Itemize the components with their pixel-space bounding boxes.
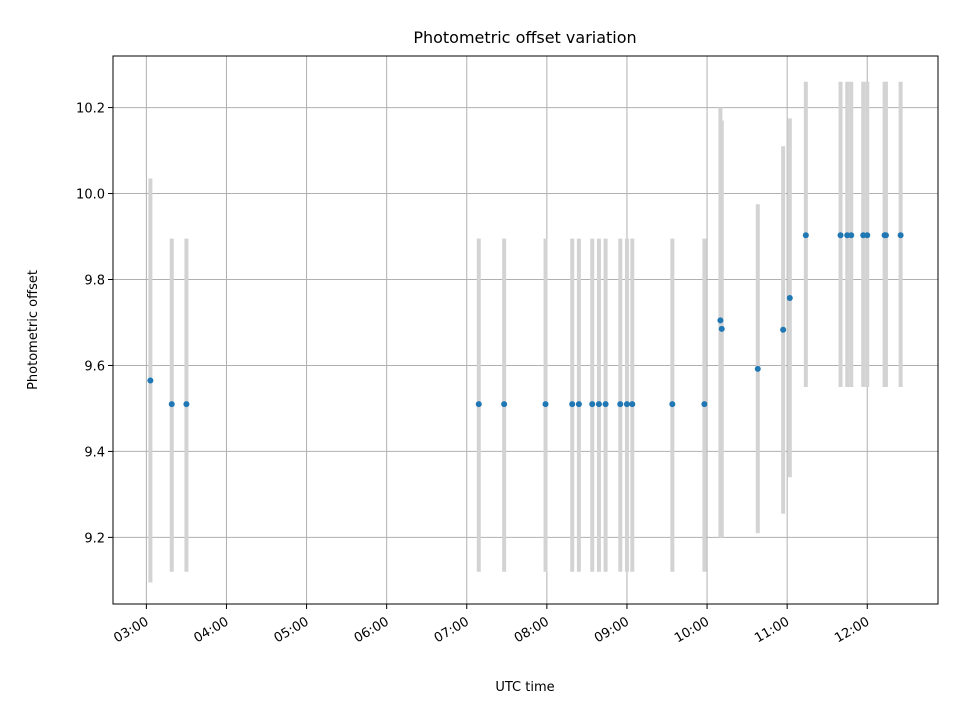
data-point (864, 232, 871, 239)
data-point (780, 326, 787, 333)
y-axis-ticks: 9.2 9.4 9.6 9.8 10.0 10.2 (76, 102, 113, 546)
y-axis-label: Photometric offset (26, 270, 41, 390)
y-tick-label: 10.0 (76, 188, 105, 203)
y-tick-label: 9.8 (84, 273, 105, 288)
x-axis-label: UTC time (495, 680, 554, 695)
data-point (617, 401, 624, 408)
data-point (701, 401, 708, 408)
data-point (569, 401, 576, 408)
data-point (623, 401, 630, 408)
chart-title: Photometric offset variation (413, 28, 636, 47)
data-point (575, 401, 582, 408)
data-point (168, 401, 175, 408)
y-tick-label: 9.6 (84, 359, 105, 374)
data-point (183, 401, 190, 408)
data-points (147, 232, 904, 408)
data-point (848, 232, 855, 239)
y-tick-label: 9.4 (84, 445, 105, 460)
data-point (717, 317, 724, 324)
y-tick-label: 10.2 (76, 102, 105, 117)
y-tick-label: 9.2 (84, 531, 105, 546)
data-point (669, 401, 676, 408)
data-point (589, 401, 596, 408)
data-point (629, 401, 636, 408)
data-point (802, 232, 809, 239)
data-point (602, 401, 609, 408)
data-point (147, 377, 154, 384)
data-point (754, 365, 761, 372)
data-point (882, 232, 889, 239)
data-point (718, 325, 725, 332)
data-point (475, 401, 482, 408)
data-point (501, 401, 508, 408)
plot-frame (112, 55, 939, 605)
data-point (897, 232, 904, 239)
data-point (837, 232, 844, 239)
data-point (542, 401, 549, 408)
data-point (786, 294, 793, 301)
data-point (595, 401, 602, 408)
